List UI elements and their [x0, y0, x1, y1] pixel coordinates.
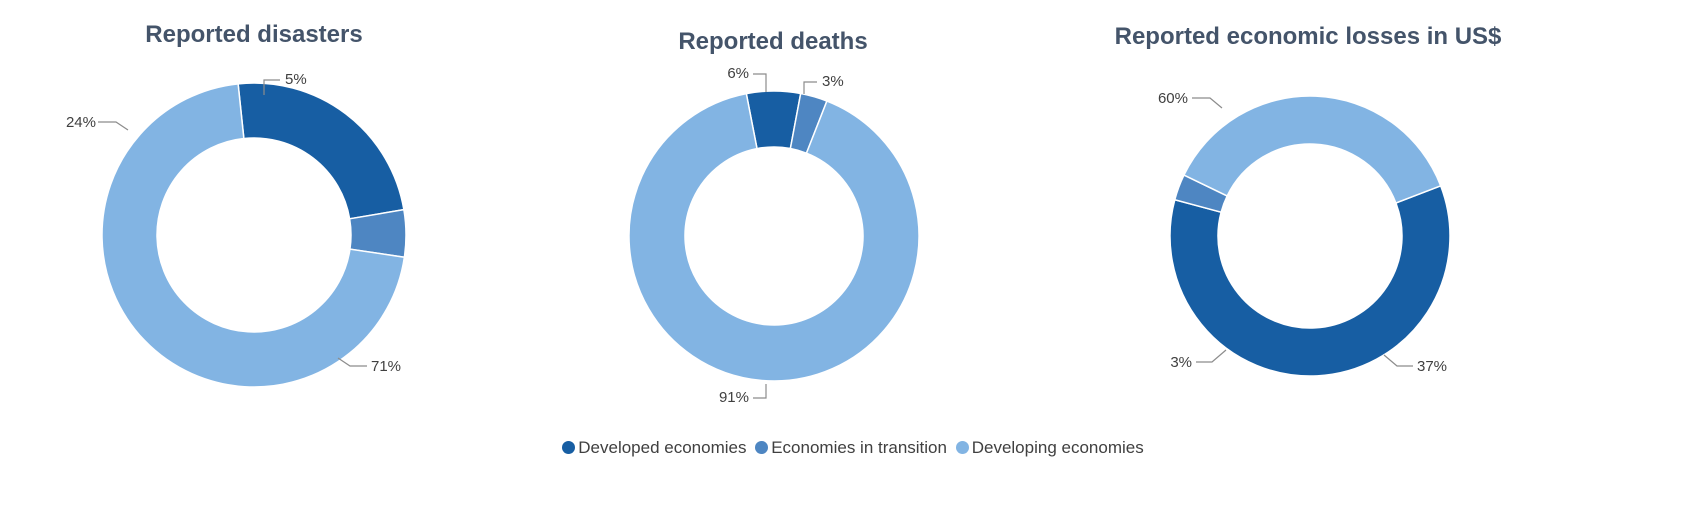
slice-developed [237, 82, 405, 220]
leader-line [337, 357, 367, 367]
donut-slices [101, 82, 407, 388]
slice-developing [1182, 95, 1442, 204]
legend-label: Economies in transition [771, 438, 947, 457]
chart-title: Reported disasters [145, 21, 362, 48]
legend-swatch-developing [955, 441, 969, 454]
data-label: 71% [371, 358, 401, 375]
chart-reported-deaths: Reported deaths 6% 3% 91% [628, 28, 920, 406]
slice-developed [1169, 184, 1451, 377]
data-label: 6% [727, 65, 749, 82]
slice-labels: 60% 3% 37% [1158, 90, 1447, 375]
legend-item-transition[interactable]: Economies in transition [755, 438, 947, 458]
leader-line [803, 81, 817, 94]
chart-title: Reported deaths [678, 28, 867, 55]
leader-line [1383, 354, 1413, 367]
leader-line [753, 384, 767, 399]
slice-developing [628, 92, 920, 382]
legend-item-developed[interactable]: Developed economies [562, 438, 746, 458]
data-label: 24% [66, 114, 96, 131]
legend: Developed economies Economies in transit… [0, 438, 1706, 458]
data-label: 37% [1417, 358, 1447, 375]
donut-slices [1169, 95, 1451, 377]
leader-line [753, 73, 767, 92]
data-label: 3% [1170, 354, 1192, 371]
slice-developing [101, 83, 406, 388]
leader-line [1196, 349, 1227, 363]
legend-swatch-developed [562, 441, 576, 454]
data-label: 3% [822, 73, 844, 90]
chart-reported-economic-losses: Reported economic losses in US$ 60% 3% 37% [1115, 23, 1502, 377]
chart-title: Reported economic losses in US$ [1115, 23, 1502, 50]
slice-labels: 6% 3% 91% [719, 65, 844, 406]
legend-label: Developed economies [578, 438, 747, 457]
leader-line [1192, 97, 1223, 109]
data-label: 91% [719, 389, 749, 406]
legend-item-developing[interactable]: Developing economies [955, 438, 1144, 458]
data-label: 5% [285, 71, 307, 88]
data-label: 60% [1158, 90, 1188, 107]
leader-line [98, 121, 129, 131]
donut-slices [628, 90, 920, 382]
leader-line [263, 79, 280, 95]
legend-label: Developing economies [971, 438, 1144, 457]
charts-canvas: Reported disasters 24% 5% 71% Reported dea… [66, 21, 1502, 406]
chart-reported-disasters: Reported disasters 24% 5% 71% [66, 21, 407, 388]
slice-labels: 24% 5% 71% [66, 71, 401, 375]
legend-swatch-transition [755, 441, 769, 454]
